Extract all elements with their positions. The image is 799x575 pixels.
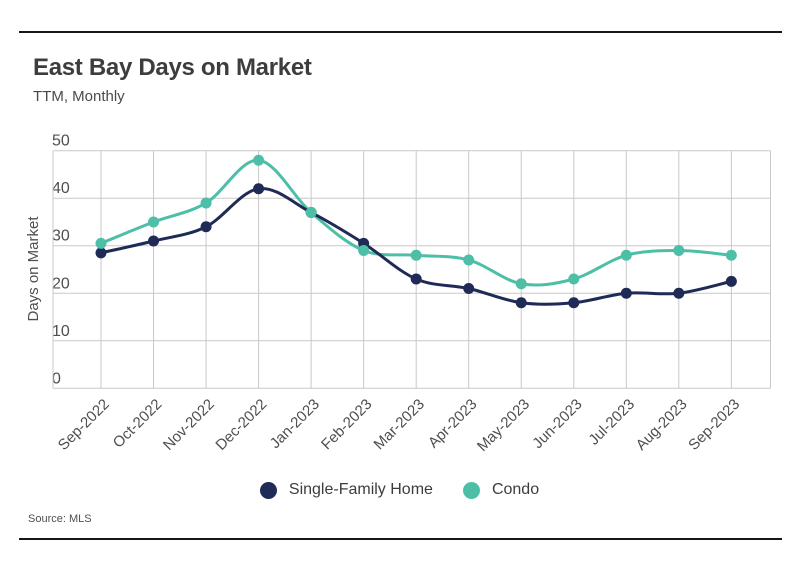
condo-point — [568, 273, 580, 285]
single-family-legend-dot — [259, 481, 277, 499]
x-tick-label: Apr-2023 — [425, 396, 481, 452]
x-tick-label: May-2023 — [474, 396, 533, 455]
x-tick-label: Nov-2022 — [160, 396, 218, 454]
x-tick-label: Dec-2022 — [212, 396, 270, 454]
single-family-home-point — [95, 247, 107, 259]
single-family-home-point — [673, 287, 685, 299]
x-tick-label: Jul-2023 — [585, 396, 638, 449]
condo-point — [515, 278, 527, 290]
single-family-home-point — [148, 235, 160, 247]
x-tick-label: Feb-2023 — [318, 396, 375, 453]
single-family-home-point — [463, 283, 475, 295]
single-family-home-point — [620, 287, 632, 299]
condo-point — [725, 249, 737, 261]
x-tick-label: Aug-2023 — [633, 396, 691, 454]
top-rule — [19, 31, 782, 33]
y-tick-label: 30 — [52, 228, 70, 245]
x-tick-label: Mar-2023 — [371, 396, 428, 453]
chart-legend: Single-Family Home Condo — [0, 477, 799, 503]
page-title: East Bay Days on Market — [33, 54, 312, 81]
single-family-legend-label: Single-Family Home — [288, 481, 433, 498]
single-family-home-point — [410, 273, 422, 285]
condo-point — [673, 244, 685, 256]
single-family-home-point — [725, 275, 737, 287]
chart-subtitle: TTM, Monthly — [33, 88, 125, 105]
legend-item-single-family: Single-Family Home — [259, 481, 433, 499]
condo-point — [463, 254, 475, 266]
condo-point — [253, 154, 265, 166]
y-tick-label: 10 — [52, 323, 70, 340]
condo-point — [358, 244, 370, 256]
single-family-home-point — [568, 297, 580, 309]
single-family-home-point — [200, 221, 212, 233]
condo-point — [410, 249, 422, 261]
condo-point — [95, 237, 107, 249]
y-tick-label: 0 — [52, 370, 61, 387]
x-tick-label: Sep-2022 — [55, 396, 113, 454]
x-tick-label: Oct-2022 — [110, 396, 166, 452]
y-axis-title: Days on Market — [25, 216, 42, 322]
condo-point — [200, 197, 212, 209]
condo-point — [620, 249, 632, 261]
x-tick-label: Jan-2023 — [267, 396, 323, 452]
x-tick-label: Jun-2023 — [529, 396, 585, 452]
y-tick-label: 40 — [52, 180, 70, 197]
x-tick-label: Sep-2023 — [685, 396, 743, 454]
y-tick-label: 20 — [52, 275, 70, 292]
condo-legend-dot — [462, 481, 480, 499]
y-tick-label: 50 — [52, 133, 70, 150]
condo-point — [148, 216, 160, 228]
condo-legend-label: Condo — [491, 481, 540, 498]
bottom-rule — [19, 538, 782, 540]
single-family-home-point — [515, 297, 527, 309]
single-family-home-point — [253, 183, 265, 195]
source-note: Source: MLS — [28, 513, 92, 525]
condo-point — [305, 206, 317, 218]
legend-item-condo: Condo — [462, 481, 540, 499]
